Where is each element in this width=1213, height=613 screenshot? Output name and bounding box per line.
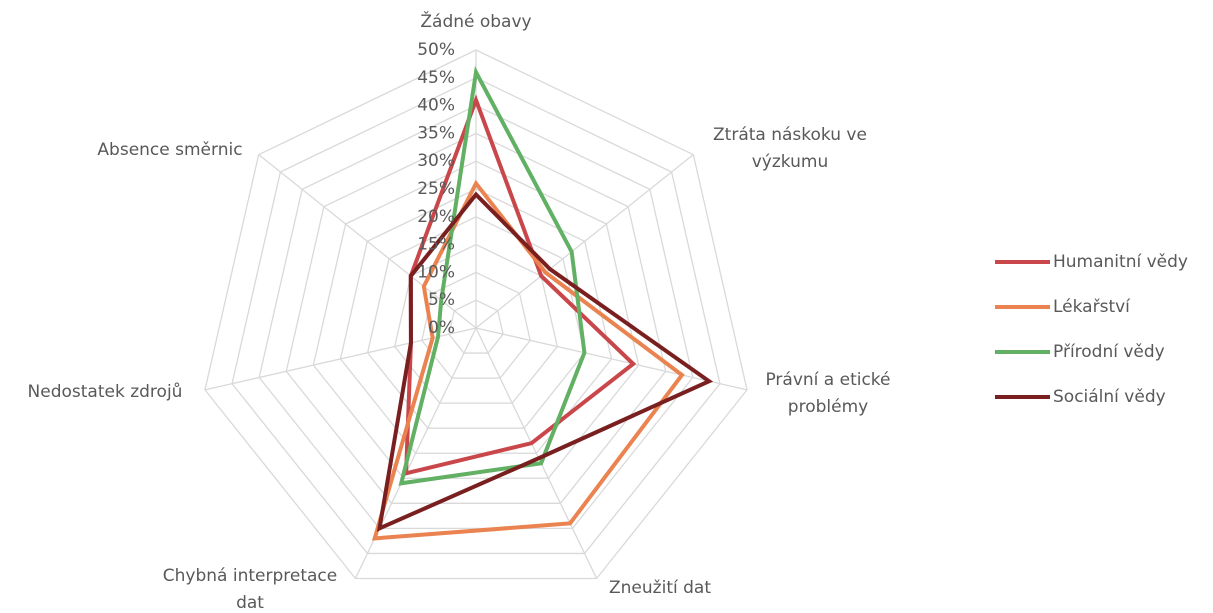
- label-line: Chybná interpretace: [163, 566, 337, 586]
- grid-line: [204, 49, 748, 580]
- label-line: Ztráta náskoku ve: [713, 125, 867, 145]
- r-tick-label: 45%: [417, 68, 455, 88]
- grid-line: [339, 188, 613, 454]
- grid-line: [421, 271, 531, 379]
- r-tick-label: 25%: [417, 179, 455, 199]
- category-label: Zneužití dat: [609, 578, 711, 598]
- r-tick-label: 35%: [417, 123, 455, 143]
- legend-label: Přírodní vědy: [1053, 342, 1165, 362]
- grid-line: [393, 243, 559, 404]
- grid-line: [258, 104, 694, 530]
- legend-label: Humanitní vědy: [1053, 252, 1188, 272]
- spoke: [475, 327, 598, 579]
- grid-line: [231, 77, 721, 555]
- category-label: Právní a etické problémy: [765, 370, 890, 417]
- legend-label: Lékařství: [1053, 297, 1131, 317]
- r-tick-label: 5%: [428, 290, 455, 310]
- series-line: [376, 191, 714, 532]
- r-tick-label: 50%: [417, 40, 455, 60]
- label-line: výzkumu: [752, 152, 828, 172]
- r-tick-label: 30%: [417, 151, 455, 171]
- label-line: dat: [236, 593, 264, 613]
- grid-line: [285, 132, 667, 504]
- category-label: Chybná interpretace dat: [163, 566, 337, 613]
- grid-line: [366, 216, 586, 429]
- label-line: Právní a etické: [765, 370, 890, 390]
- spoke: [475, 327, 748, 391]
- r-tick-label: 15%: [417, 235, 455, 255]
- r-tick-label: 10%: [417, 262, 455, 282]
- grid-line: [312, 160, 640, 479]
- series-line: [398, 65, 587, 486]
- legend-label: Sociální vědy: [1053, 387, 1166, 407]
- r-tick-label: 40%: [417, 96, 455, 116]
- grid-line: [448, 299, 504, 354]
- r-tick-label: 0%: [428, 318, 455, 338]
- category-label: Ztráta náskoku ve výzkumu: [713, 125, 867, 172]
- label-line: problémy: [788, 397, 868, 417]
- category-label: Nedostatek zdrojů: [28, 382, 183, 402]
- spoke: [475, 154, 694, 329]
- category-label: Absence směrnic: [97, 140, 242, 160]
- series-line: [371, 179, 685, 541]
- r-tick-label: 20%: [417, 207, 455, 227]
- category-label: Žádné obavy: [420, 10, 531, 32]
